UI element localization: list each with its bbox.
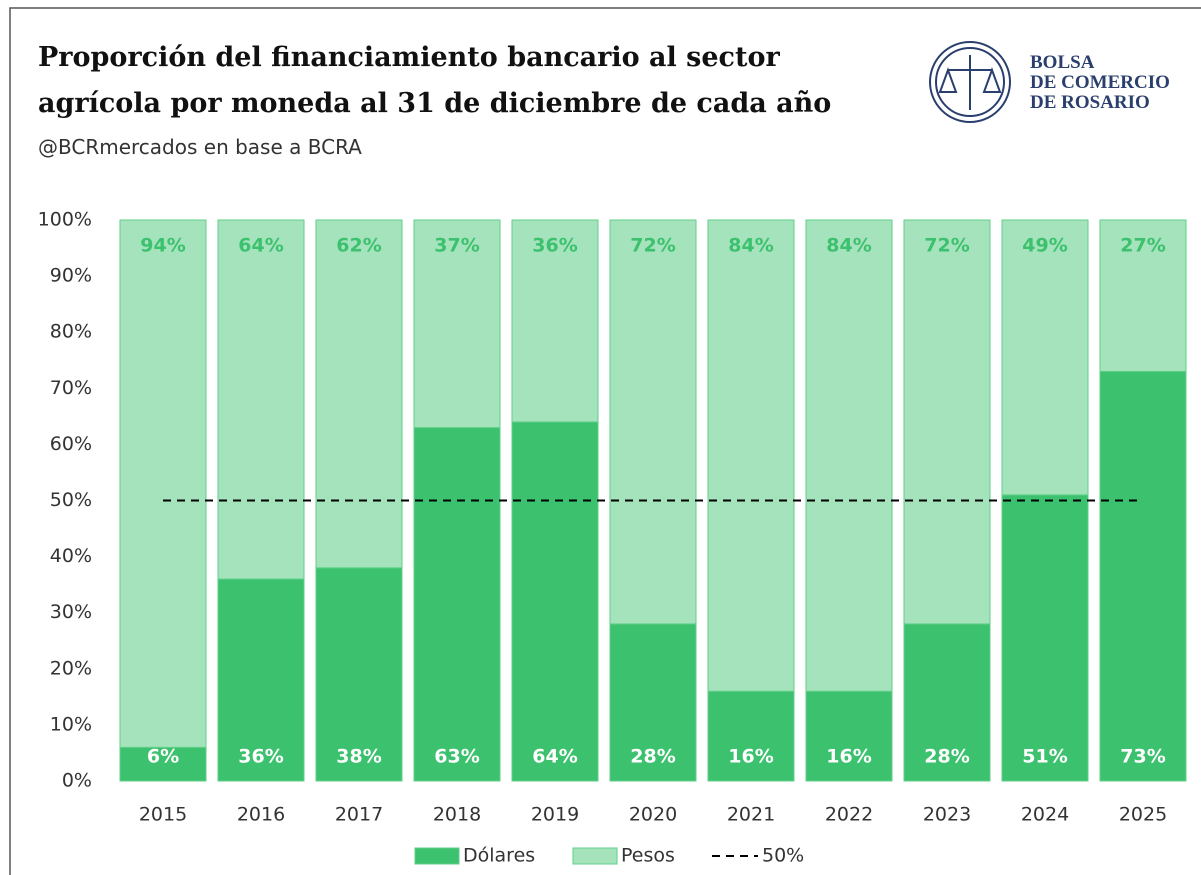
x-tick-label: 2015 [139,804,187,826]
bar-segment [217,219,305,580]
value-label: 72% [630,235,675,257]
value-label: 63% [434,746,479,768]
chart-title: agrícola por moneda al 31 de diciembre d… [38,88,831,119]
y-tick-label: 0% [62,770,92,792]
y-tick-label: 10% [50,713,92,735]
bar-segment [805,219,893,692]
x-tick-label: 2017 [335,804,383,826]
bar-segment [1099,370,1187,782]
logo-text: DE COMERCIO [1030,72,1170,93]
value-label: 84% [826,235,871,257]
value-label: 62% [336,235,381,257]
value-label: 6% [147,746,179,768]
logo-text: BOLSA [1030,52,1095,73]
value-label: 16% [728,746,773,768]
y-tick-label: 30% [50,601,92,623]
legend-swatch [414,847,460,865]
bar-segment [511,421,599,782]
bar-segment [707,219,795,692]
legend-label: 50% [762,845,804,867]
bar-segment [217,578,305,782]
bar-segment [315,567,403,782]
y-tick-label: 20% [50,657,92,679]
y-tick-label: 100% [38,209,92,231]
logo-emblem [929,41,1011,123]
y-tick-label: 50% [50,489,92,511]
x-tick-label: 2020 [629,804,677,826]
value-label: 16% [826,746,871,768]
y-tick-label: 70% [50,377,92,399]
value-label: 37% [434,235,479,257]
value-label: 28% [630,746,675,768]
value-label: 28% [924,746,969,768]
bar-segment [119,219,207,748]
bar-segment [805,690,893,782]
logo-text: DE ROSARIO [1030,92,1150,113]
x-tick-label: 2024 [1021,804,1069,826]
x-tick-label: 2018 [433,804,481,826]
bar-segment [1099,219,1187,372]
bar-segment [1001,219,1089,496]
value-label: 49% [1022,235,1067,257]
bar-segment [609,623,697,782]
bar-segment [413,219,501,429]
legend-label: Dólares [463,845,535,867]
bar-segment [707,690,795,782]
subtitle: @BCRmercados en base a BCRA [38,135,362,159]
x-tick-label: 2021 [727,804,775,826]
value-label: 84% [728,235,773,257]
value-label: 27% [1120,235,1165,257]
y-tick-label: 80% [50,321,92,343]
legend-swatch [572,847,618,865]
value-label: 38% [336,746,381,768]
y-tick-label: 90% [50,265,92,287]
value-label: 73% [1120,746,1165,768]
x-tick-label: 2019 [531,804,579,826]
value-label: 72% [924,235,969,257]
x-tick-label: 2025 [1119,804,1167,826]
value-label: 94% [140,235,185,257]
value-label: 51% [1022,746,1067,768]
bar-segment [119,746,207,782]
value-label: 36% [238,746,283,768]
bar-segment [609,219,697,625]
value-label: 64% [238,235,283,257]
x-tick-label: 2023 [923,804,971,826]
bar-segment [1001,494,1089,782]
bar-segment [903,623,991,782]
x-tick-label: 2016 [237,804,285,826]
bar-segment [315,219,403,569]
value-label: 36% [532,235,577,257]
bar-segment [903,219,991,625]
bar-segment [511,219,599,423]
y-tick-label: 40% [50,545,92,567]
value-label: 64% [532,746,577,768]
frame [9,7,1201,875]
chart-title: Proporción del financiamiento bancario a… [38,42,780,73]
bar-segment [413,427,501,782]
legend-label: Pesos [621,845,675,867]
x-tick-label: 2022 [825,804,873,826]
y-tick-label: 60% [50,433,92,455]
